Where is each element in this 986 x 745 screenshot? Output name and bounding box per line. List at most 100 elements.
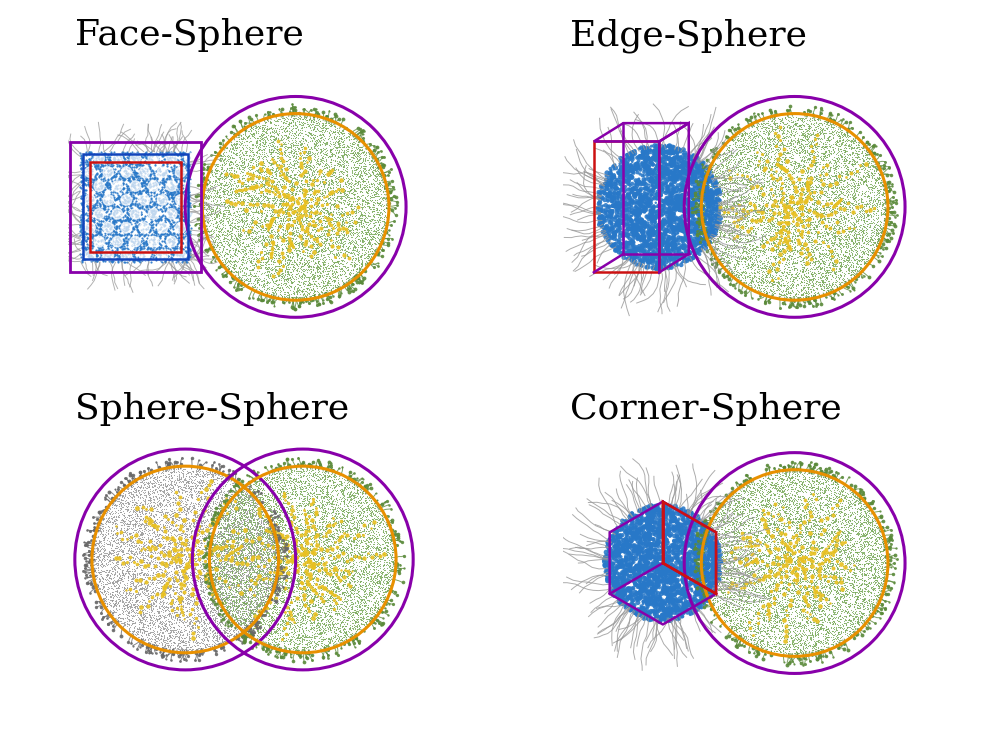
Point [768, 606, 784, 618]
Point [274, 552, 290, 564]
Point [833, 471, 849, 483]
Point [608, 545, 624, 557]
Point [752, 193, 768, 205]
Point [644, 151, 660, 163]
Point [117, 612, 133, 624]
Point [299, 492, 315, 504]
Point [802, 482, 817, 494]
Point [634, 230, 650, 242]
Point [221, 159, 237, 171]
Point [689, 580, 705, 592]
Point [250, 529, 266, 541]
Point [258, 596, 274, 608]
Point [697, 209, 713, 221]
Point [196, 496, 212, 508]
Point [289, 641, 305, 653]
Point [732, 255, 747, 267]
Point [863, 201, 879, 213]
Point [751, 550, 767, 562]
Point [263, 511, 279, 523]
Point [609, 536, 625, 548]
Point [175, 635, 190, 647]
Point [270, 197, 286, 209]
Point [352, 608, 368, 620]
Point [631, 205, 647, 217]
Point [272, 193, 288, 205]
Point [714, 579, 730, 591]
Point [327, 276, 343, 288]
Point [622, 250, 638, 261]
Point [138, 611, 154, 623]
Point [710, 240, 726, 252]
Point [94, 182, 109, 194]
Point [714, 607, 730, 619]
Point [328, 540, 344, 552]
Point [141, 491, 157, 503]
Point [796, 539, 811, 551]
Point [757, 549, 773, 561]
Point [268, 539, 284, 551]
Point [139, 513, 155, 524]
Point [203, 546, 219, 558]
Point [826, 206, 842, 218]
Point [311, 609, 326, 621]
Point [760, 276, 776, 288]
Point [368, 183, 384, 194]
Point [751, 635, 767, 647]
Point [750, 571, 766, 583]
Point [358, 504, 374, 516]
Point [825, 516, 841, 527]
Point [130, 494, 146, 506]
Point [172, 475, 187, 487]
Point [236, 509, 251, 521]
Point [813, 118, 829, 130]
Point [133, 209, 149, 221]
Point [784, 483, 800, 495]
Point [197, 519, 213, 531]
Point [110, 214, 126, 226]
Point [754, 222, 770, 234]
Point [726, 223, 741, 235]
Point [171, 633, 186, 644]
Point [294, 584, 310, 596]
Point [344, 174, 360, 186]
Point [834, 527, 850, 539]
Point [227, 516, 243, 527]
Point [302, 185, 317, 197]
Point [215, 186, 231, 197]
Point [739, 627, 754, 638]
Point [615, 217, 631, 229]
Point [95, 186, 110, 197]
Point [206, 232, 222, 244]
Point [99, 529, 114, 541]
Point [721, 209, 737, 221]
Point [317, 515, 333, 527]
Point [703, 585, 719, 597]
Point [270, 636, 286, 648]
Point [844, 164, 860, 176]
Point [771, 139, 787, 150]
Point [775, 510, 791, 522]
Point [355, 236, 371, 248]
Point [644, 507, 660, 519]
Point [868, 528, 883, 540]
Point [156, 482, 172, 494]
Point [773, 178, 789, 190]
Point [344, 602, 360, 614]
Point [319, 624, 335, 636]
Point [855, 615, 871, 627]
Point [360, 223, 376, 235]
Point [718, 539, 734, 551]
Point [99, 206, 114, 218]
Point [703, 200, 719, 212]
Point [146, 243, 162, 255]
Point [362, 227, 378, 239]
Point [335, 517, 351, 529]
Point [644, 569, 660, 581]
Point [257, 222, 273, 234]
Point [249, 157, 265, 169]
Point [770, 644, 786, 656]
Point [257, 176, 273, 188]
Point [798, 520, 813, 532]
Point [810, 175, 825, 187]
